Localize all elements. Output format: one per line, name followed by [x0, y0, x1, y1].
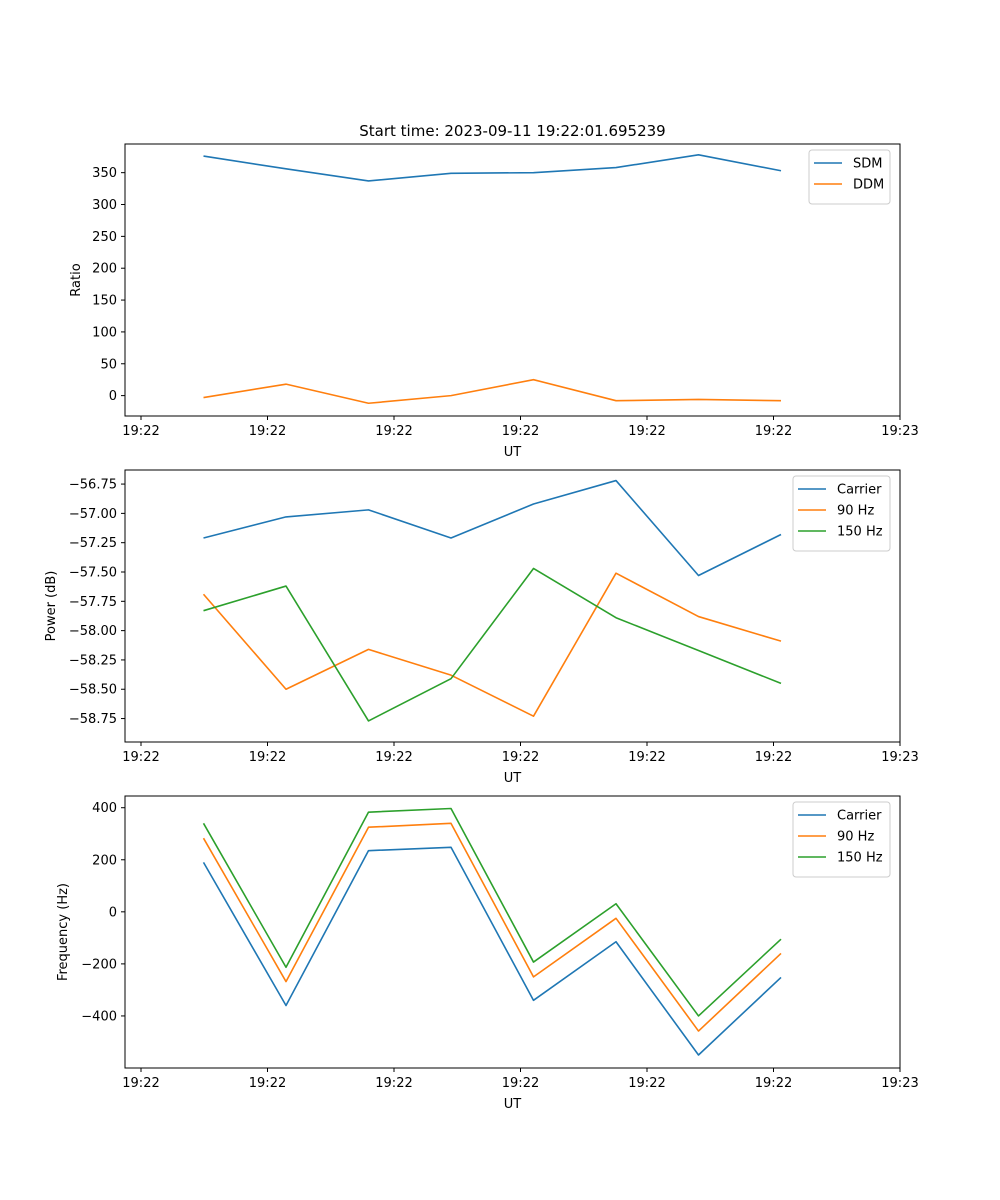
power-series-carrier	[203, 479, 782, 577]
ratio-axes-frame	[124, 143, 901, 417]
frequency-series-carrier	[202, 846, 782, 1056]
power-x-tick-label: 19:22	[502, 750, 539, 765]
power-y-tick-label: −56.75	[69, 478, 117, 493]
power-legend-box	[792, 475, 891, 552]
power-axes-frame	[124, 469, 901, 743]
ratio-legend-label: DDM	[853, 178, 884, 193]
ratio-legend-label: SDM	[853, 157, 882, 172]
frequency-x-tick-label: 19:23	[881, 1076, 918, 1091]
ratio-x-tick-label: 19:22	[122, 424, 159, 439]
power-y-tick-label: −57.25	[69, 536, 117, 551]
frequency-legend-label: Carrier	[837, 809, 882, 824]
frequency-x-tick-label: 19:22	[628, 1076, 665, 1091]
frequency-series-90-hz	[202, 822, 782, 1032]
ratio-y-tick-label: 200	[92, 262, 117, 277]
ratio-y-axis-label: Ratio	[69, 263, 84, 296]
ratio-series-ddm	[203, 378, 782, 405]
power-x-tick-label: 19:22	[755, 750, 792, 765]
power-x-axis-label: UT	[504, 771, 522, 786]
frequency-y-tick-label: 400	[92, 801, 117, 816]
power-x-tick-label: 19:22	[122, 750, 159, 765]
frequency-y-tick-label: 0	[109, 905, 117, 920]
power-x-tick-label: 19:22	[375, 750, 412, 765]
ratio-y-tick-label: 250	[92, 230, 117, 245]
power-panel: −58.75 −58.50 −58.25 −58.00 −57.75 −57.50 −57.…	[44, 469, 919, 786]
frequency-y-tick-label: −200	[81, 957, 117, 972]
frequency-legend-label: 90 Hz	[837, 830, 874, 845]
ratio-x-tick-label: 19:22	[249, 424, 286, 439]
frequency-axes-frame	[124, 795, 901, 1069]
power-series-90-hz	[202, 572, 782, 718]
figure-title: Start time: 2023-09-11 19:22:01.695239	[359, 122, 665, 140]
ratio-x-axis-label: UT	[504, 445, 522, 460]
ratio-x-tick-label: 19:23	[881, 424, 918, 439]
power-legend: Carrier 90 Hz 150 Hz	[792, 475, 891, 552]
ratio-x-tick-label: 19:22	[755, 424, 792, 439]
ratio-y-tick-label: 0	[109, 389, 117, 404]
chart-panels: 0 50 100 150 200 250 300 350 19:22 19:22 19:22 19:2…	[44, 143, 919, 1112]
frequency-x-tick-label: 19:22	[122, 1076, 159, 1091]
power-y-tick-label: −57.00	[69, 507, 117, 522]
frequency-panel: −400 −200 0 200 400 19:22 19:22 19:22 19:22 19:22…	[56, 795, 919, 1112]
ratio-series-sdm	[203, 154, 782, 182]
frequency-x-tick-label: 19:22	[755, 1076, 792, 1091]
power-y-axis-label: Power (dB)	[44, 571, 59, 642]
ratio-y-tick-label: 300	[92, 198, 117, 213]
frequency-series-150-hz	[202, 807, 782, 1017]
frequency-y-axis-label: Frequency (Hz)	[56, 883, 71, 981]
ratio-x-tick-label: 19:22	[502, 424, 539, 439]
ratio-x-tick-label: 19:22	[628, 424, 665, 439]
power-y-tick-label: −57.50	[69, 566, 117, 581]
frequency-x-tick-label: 19:22	[249, 1076, 286, 1091]
power-y-tick-label: −58.00	[69, 624, 117, 639]
power-x-tick-label: 19:22	[249, 750, 286, 765]
ratio-panel: 0 50 100 150 200 250 300 350 19:22 19:22 19:22 19:2…	[69, 143, 919, 460]
ratio-y-tick-label: 350	[92, 166, 117, 181]
frequency-y-tick-label: 200	[92, 853, 117, 868]
ratio-x-tick-label: 19:22	[375, 424, 412, 439]
frequency-legend-box	[792, 801, 891, 878]
frequency-y-tick-label: −400	[81, 1009, 117, 1024]
power-y-tick-label: −57.75	[69, 595, 117, 610]
ratio-y-tick-label: 100	[92, 325, 117, 340]
frequency-x-axis-label: UT	[504, 1097, 522, 1112]
power-x-tick-label: 19:22	[628, 750, 665, 765]
power-x-tick-label: 19:23	[881, 750, 918, 765]
ratio-legend: SDM DDM	[808, 149, 891, 205]
ratio-y-tick-label: 150	[92, 294, 117, 309]
power-legend-label: Carrier	[837, 483, 882, 498]
power-series-150-hz	[203, 567, 782, 722]
frequency-x-tick-label: 19:22	[375, 1076, 412, 1091]
power-y-tick-label: −58.25	[69, 653, 117, 668]
power-y-tick-label: −58.75	[69, 712, 117, 727]
power-y-tick-label: −58.50	[69, 683, 117, 698]
frequency-legend: Carrier 90 Hz 150 Hz	[792, 801, 891, 878]
power-legend-label: 150 Hz	[837, 525, 883, 540]
frequency-legend-label: 150 Hz	[837, 851, 883, 866]
power-legend-label: 90 Hz	[837, 504, 874, 519]
frequency-x-tick-label: 19:22	[502, 1076, 539, 1091]
ratio-y-tick-label: 50	[100, 357, 117, 372]
